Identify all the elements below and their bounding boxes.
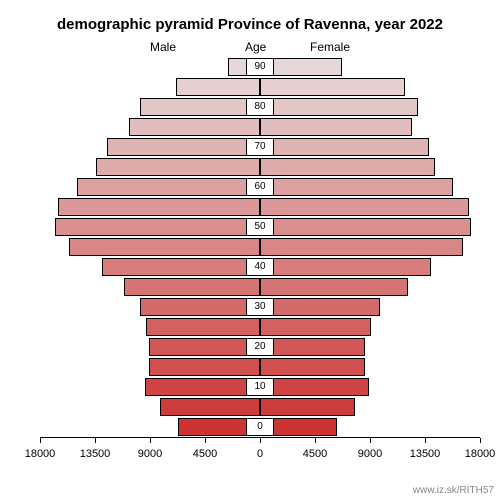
bar-female <box>260 178 453 196</box>
bar-male <box>77 178 260 196</box>
age-label: 10 <box>246 378 274 396</box>
x-tick <box>260 438 261 443</box>
x-tick <box>205 438 206 443</box>
x-tick <box>40 438 41 443</box>
x-tick-label: 13500 <box>410 448 441 460</box>
age-label: 50 <box>246 218 274 236</box>
bar-male <box>55 218 260 236</box>
x-tick-label: 18000 <box>465 448 496 460</box>
age-label: 30 <box>246 298 274 316</box>
x-tick-label: 0 <box>257 448 263 460</box>
bar-male <box>176 78 260 96</box>
x-tick-label: 9000 <box>358 448 382 460</box>
bars-female <box>260 58 480 438</box>
bar-female <box>260 198 469 216</box>
pyramid-chart: demographic pyramid Province of Ravenna,… <box>0 0 500 500</box>
bar-female <box>260 78 405 96</box>
bar-female <box>260 398 355 416</box>
age-label: 90 <box>246 58 274 76</box>
x-tick <box>370 438 371 443</box>
bar-female <box>260 118 412 136</box>
bar-female <box>260 278 408 296</box>
x-tick-label: 13500 <box>80 448 111 460</box>
bar-male <box>129 118 260 136</box>
bar-female <box>260 358 365 376</box>
bar-male <box>149 358 260 376</box>
plot-area: 9080706050403020100180001350090004500045… <box>40 58 480 438</box>
x-tick <box>315 438 316 443</box>
age-label: 0 <box>246 418 274 436</box>
x-tick <box>95 438 96 443</box>
age-label: 70 <box>246 138 274 156</box>
bar-male <box>146 318 260 336</box>
x-tick <box>425 438 426 443</box>
bar-male <box>140 98 260 116</box>
bar-male <box>124 278 260 296</box>
bar-male <box>102 258 260 276</box>
age-label: 60 <box>246 178 274 196</box>
x-tick-label: 4500 <box>193 448 217 460</box>
bar-female <box>260 158 435 176</box>
bar-male <box>58 198 260 216</box>
x-tick-label: 4500 <box>303 448 327 460</box>
bar-female <box>260 298 380 316</box>
label-male: Male <box>150 40 176 54</box>
bar-female <box>260 98 418 116</box>
bars-male <box>40 58 260 438</box>
age-label: 40 <box>246 258 274 276</box>
bar-female <box>260 338 365 356</box>
x-tick <box>150 438 151 443</box>
bar-female <box>260 218 471 236</box>
bar-female <box>260 238 463 256</box>
watermark: www.iz.sk/RITH57 <box>413 485 494 496</box>
age-label: 80 <box>246 98 274 116</box>
age-label: 20 <box>246 338 274 356</box>
label-female: Female <box>310 40 350 54</box>
chart-title: demographic pyramid Province of Ravenna,… <box>0 16 500 33</box>
x-tick-label: 9000 <box>138 448 162 460</box>
x-tick-label: 18000 <box>25 448 56 460</box>
bar-male <box>149 338 260 356</box>
bar-male <box>145 378 260 396</box>
label-age: Age <box>245 40 266 54</box>
bar-male <box>140 298 260 316</box>
bar-female <box>260 318 371 336</box>
bar-male <box>160 398 260 416</box>
bar-female <box>260 138 429 156</box>
bar-female <box>260 378 369 396</box>
bar-male <box>107 138 260 156</box>
bar-female <box>260 258 431 276</box>
bar-male <box>96 158 260 176</box>
x-tick <box>480 438 481 443</box>
bar-male <box>69 238 260 256</box>
